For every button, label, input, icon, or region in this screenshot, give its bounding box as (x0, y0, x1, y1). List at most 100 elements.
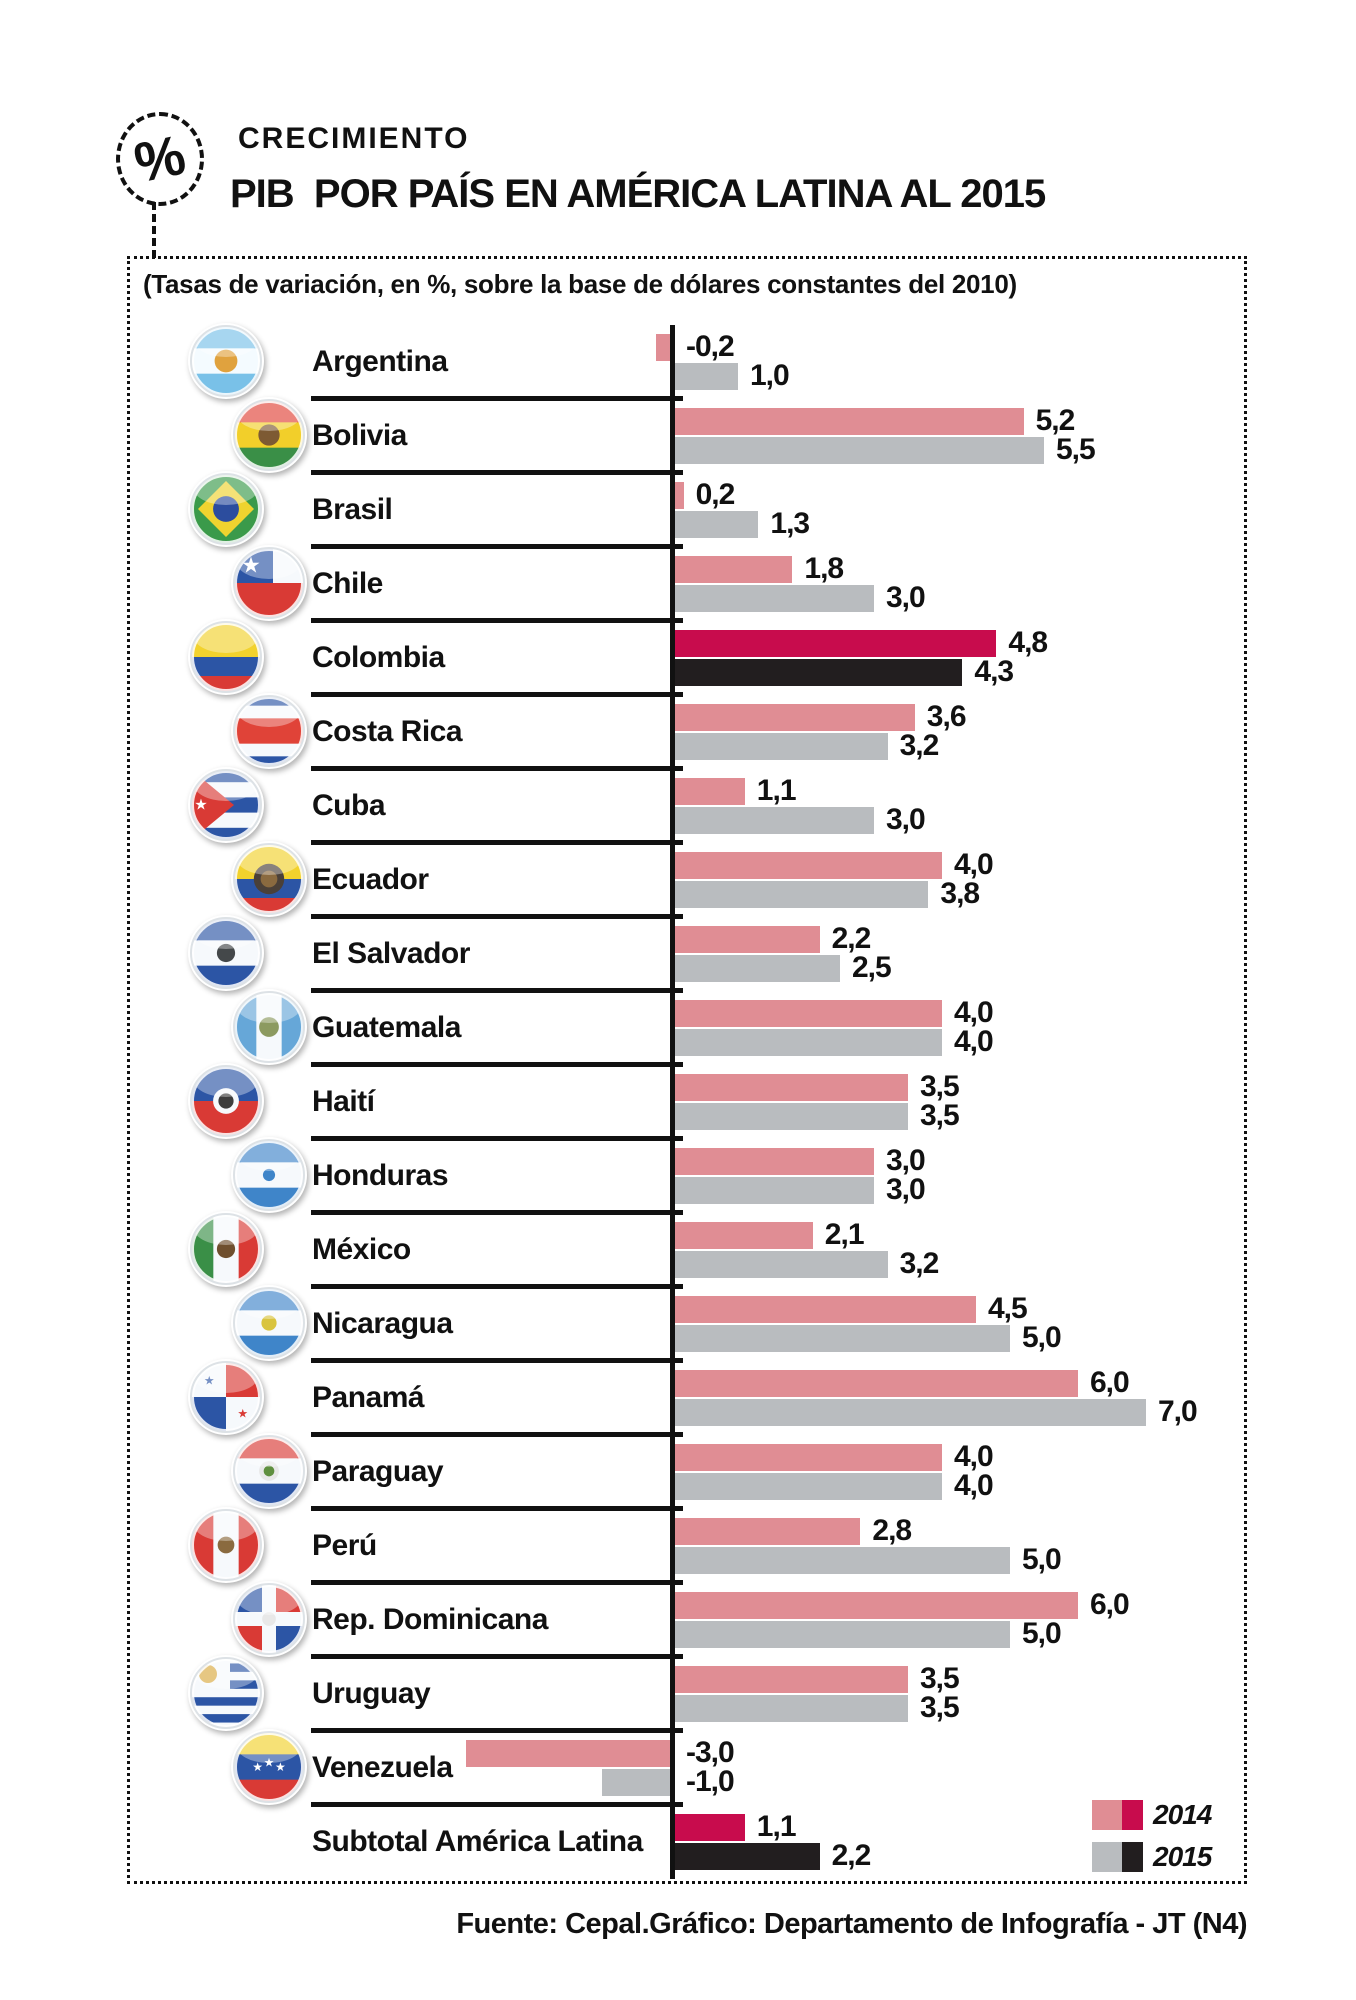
flag-icon-honduras (231, 1137, 307, 1213)
flag-icon-rep-dominicana (231, 1581, 307, 1657)
bar-2015 (670, 1251, 888, 1278)
row-separator (311, 1284, 683, 1289)
flag-icon-brasil (188, 471, 264, 547)
dashed-connector-line (152, 202, 156, 258)
flag-icon-uruguay (188, 1655, 264, 1731)
bar-2014 (670, 1148, 874, 1175)
country-label: Argentina (312, 345, 448, 378)
bar-2014 (656, 334, 670, 361)
value-label-2014: 4,0 (954, 995, 994, 1029)
chart-row: Colombia 4,8 4,3 (130, 621, 1244, 697)
chart-row: Bolivia 5,2 5,5 (130, 397, 1244, 475)
bar-2015 (670, 1547, 1010, 1574)
chart-row: Nicaragua 4,5 5,0 (130, 1287, 1244, 1363)
chart-rows: Argentina -0,2 1,0 Bolivia 5,2 5,5 Brasi… (130, 325, 1244, 1879)
row-separator (311, 766, 683, 771)
value-label-2014: 4,0 (954, 1439, 994, 1473)
flag-icon-cuba: ★ (188, 767, 264, 843)
row-separator (311, 1136, 683, 1141)
chart-subtitle: (Tasas de variación, en %, sobre la base… (143, 269, 1017, 299)
value-label-2014: 2,2 (831, 921, 872, 955)
row-separator (311, 988, 683, 993)
country-label: Honduras (312, 1159, 449, 1192)
value-label-2015: 4,3 (974, 654, 1014, 688)
chart-row: Subtotal América Latina 1,1 2,2 (130, 1805, 1244, 1879)
row-separator (311, 840, 683, 845)
row-separator (311, 1210, 683, 1215)
value-label-2014: -0,2 (686, 329, 735, 363)
bar-2015 (670, 659, 963, 686)
svg-text:★: ★ (275, 1760, 286, 1774)
legend-label-2015: 2015 (1153, 1841, 1212, 1872)
row-separator (311, 1506, 683, 1511)
value-label-2015: 3,8 (940, 876, 980, 910)
flag-icon-per (188, 1507, 264, 1583)
value-label-2014: 3,0 (886, 1143, 926, 1177)
flag-icon-ecuador (231, 841, 307, 917)
bar-2015 (670, 1029, 942, 1056)
flag-icon-venezuela: ★★★ (231, 1729, 307, 1805)
flag-icon-m-xico (188, 1211, 264, 1287)
value-label-2014: 2,8 (872, 1513, 912, 1547)
value-label-2014: 3,5 (920, 1661, 960, 1695)
country-label: Uruguay (312, 1677, 431, 1710)
row-separator (311, 1654, 683, 1659)
value-label-2015: 5,0 (1022, 1320, 1062, 1354)
value-label-2014: 6,0 (1090, 1587, 1130, 1621)
percent-glyph: % (128, 122, 191, 195)
value-label-2015: 5,0 (1022, 1542, 1062, 1576)
svg-text:★: ★ (194, 797, 207, 814)
country-label: Paraguay (312, 1455, 444, 1488)
chart-row: Uruguay 3,5 3,5 (130, 1655, 1244, 1733)
bar-2015 (670, 437, 1044, 464)
zero-axis-line (670, 325, 675, 1879)
chart-row: Paraguay 4,0 4,0 (130, 1433, 1244, 1511)
value-label-2014: 1,8 (804, 551, 844, 585)
chart-row: Ecuador 4,0 3,8 (130, 841, 1244, 919)
country-label: Bolivia (312, 419, 407, 452)
value-label-2014: 1,1 (756, 1809, 797, 1843)
bar-2015 (670, 955, 840, 982)
value-label-2015: 3,5 (920, 1690, 960, 1724)
bar-2014 (670, 1814, 745, 1841)
chart-frame: (Tasas de variación, en %, sobre la base… (127, 256, 1247, 1884)
value-label-2014: 4,5 (988, 1291, 1028, 1325)
flag-icon-guatemala (231, 989, 307, 1065)
value-label-2015: 3,2 (899, 1246, 940, 1280)
value-label-2015: 5,5 (1056, 432, 1096, 466)
country-label: Rep. Dominicana (312, 1603, 548, 1636)
value-label-2015: 1,0 (750, 358, 790, 392)
flag-icon-argentina (188, 323, 264, 399)
bar-2015 (670, 1177, 874, 1204)
country-label: Venezuela (312, 1751, 453, 1784)
svg-text:★: ★ (237, 1407, 248, 1421)
bar-2014 (670, 630, 997, 657)
bar-2014 (670, 556, 793, 583)
value-label-2014: 3,6 (926, 699, 967, 733)
country-label: Costa Rica (312, 715, 463, 748)
value-label-2015: 5,0 (1022, 1616, 1062, 1650)
row-separator (311, 692, 683, 697)
bar-2014 (670, 1444, 942, 1471)
value-label-2014: 1,1 (756, 773, 797, 807)
legend-swatch-2014-normal (1092, 1800, 1122, 1830)
source-credit: Fuente: Cepal.Gráfico: Departamento de I… (456, 1908, 1247, 1940)
value-label-2015: 3,0 (886, 580, 926, 614)
flag-icon-hait (188, 1063, 264, 1139)
bar-2014 (670, 1074, 908, 1101)
bar-2015 (670, 1695, 908, 1722)
value-label-2014: -3,0 (686, 1735, 735, 1769)
bar-2014 (670, 1000, 942, 1027)
row-separator (311, 1358, 683, 1363)
bar-2015 (670, 1473, 942, 1500)
value-label-2014: 6,0 (1090, 1365, 1130, 1399)
flag-icon-bolivia (231, 397, 307, 473)
country-label: Guatemala (312, 1011, 461, 1044)
legend-swatch-2015-normal (1092, 1842, 1122, 1872)
flag-icon-paraguay (231, 1433, 307, 1509)
value-label-2015: 3,5 (920, 1098, 960, 1132)
bar-2015 (670, 363, 738, 390)
row-separator (311, 544, 683, 549)
value-label-2014: 4,8 (1008, 625, 1048, 659)
